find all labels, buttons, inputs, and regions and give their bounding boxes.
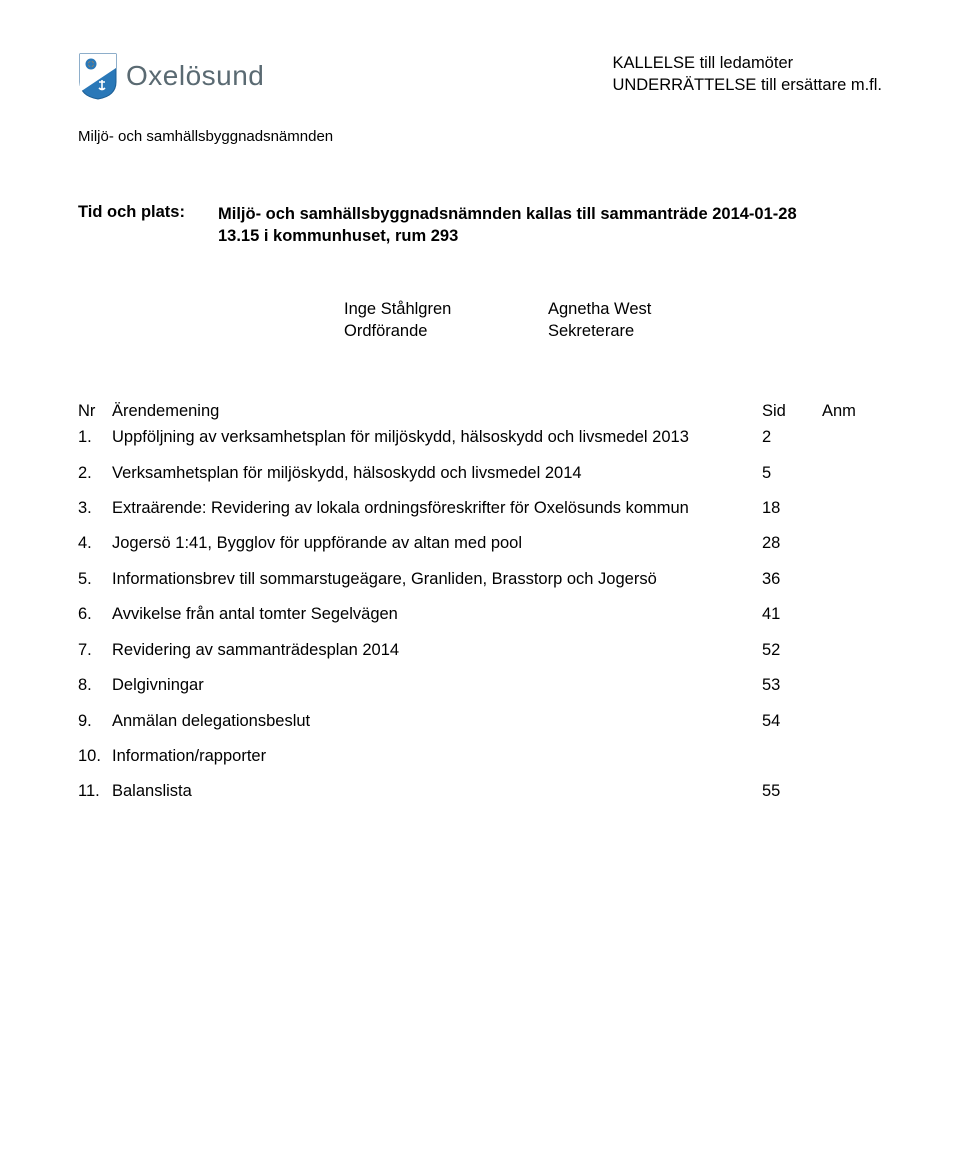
cell-sid: 54	[762, 711, 822, 732]
th-anm: Anm	[822, 402, 882, 421]
th-sid: Sid	[762, 402, 822, 421]
cell-nr: 11.	[78, 781, 112, 802]
signature-secretary: Agnetha West Sekreterare	[548, 298, 651, 343]
header: Oxelösund KALLELSE till ledamöter UNDERR…	[78, 52, 882, 100]
cell-sid: 52	[762, 640, 822, 661]
cell-nr: 3.	[78, 498, 112, 519]
table-row: 1.Uppföljning av verksamhetsplan för mil…	[78, 427, 882, 448]
cell-anm	[822, 463, 882, 484]
cell-title: Avvikelse från antal tomter Segelvägen	[112, 604, 762, 625]
table-row: 11.Balanslista55	[78, 781, 882, 802]
cell-title: Information/rapporter	[112, 746, 762, 767]
cell-title: Verksamhetsplan för miljöskydd, hälsosky…	[112, 463, 762, 484]
signature-block: Inge Ståhlgren Ordförande Agnetha West S…	[78, 298, 882, 343]
secretary-role: Sekreterare	[548, 320, 651, 342]
meeting-block: Tid och plats: Miljö- och samhällsbyggna…	[78, 203, 882, 248]
header-line-2: UNDERRÄTTELSE till ersättare m.fl.	[612, 74, 882, 96]
meeting-line-2: 13.15 i kommunhuset, rum 293	[218, 225, 882, 247]
cell-anm	[822, 604, 882, 625]
th-nr: Nr	[78, 402, 112, 421]
wordmark: Oxelösund	[126, 60, 264, 92]
shield-icon	[78, 52, 118, 100]
cell-sid: 2	[762, 427, 822, 448]
cell-anm	[822, 711, 882, 732]
cell-nr: 7.	[78, 640, 112, 661]
cell-sid	[762, 746, 822, 767]
cell-title: Delgivningar	[112, 675, 762, 696]
table-row: 6.Avvikelse från antal tomter Segelvägen…	[78, 604, 882, 625]
meeting-text: Miljö- och samhällsbyggnadsnämnden kalla…	[218, 203, 882, 248]
signature-chair: Inge Ståhlgren Ordförande	[344, 298, 548, 343]
cell-anm	[822, 533, 882, 554]
cell-nr: 9.	[78, 711, 112, 732]
cell-sid: 36	[762, 569, 822, 590]
cell-nr: 1.	[78, 427, 112, 448]
cell-sid: 5	[762, 463, 822, 484]
table-header-row: Nr Ärendemening Sid Anm	[78, 402, 882, 421]
cell-title: Balanslista	[112, 781, 762, 802]
cell-title: Extraärende: Revidering av lokala ordnin…	[112, 498, 762, 519]
cell-anm	[822, 746, 882, 767]
th-title: Ärendemening	[112, 402, 762, 421]
agenda-table: Nr Ärendemening Sid Anm 1.Uppföljning av…	[78, 402, 882, 803]
cell-anm	[822, 427, 882, 448]
cell-sid: 53	[762, 675, 822, 696]
cell-nr: 4.	[78, 533, 112, 554]
department: Miljö- och samhällsbyggnadsnämnden	[78, 128, 882, 145]
cell-nr: 10.	[78, 746, 112, 767]
table-row: 3.Extraärende: Revidering av lokala ordn…	[78, 498, 882, 519]
cell-nr: 6.	[78, 604, 112, 625]
cell-anm	[822, 569, 882, 590]
chair-name: Inge Ståhlgren	[344, 298, 548, 320]
chair-role: Ordförande	[344, 320, 548, 342]
cell-title: Revidering av sammanträdesplan 2014	[112, 640, 762, 661]
cell-anm	[822, 498, 882, 519]
table-row: 8.Delgivningar53	[78, 675, 882, 696]
table-row: 7.Revidering av sammanträdesplan 201452	[78, 640, 882, 661]
cell-title: Informationsbrev till sommarstugeägare, …	[112, 569, 762, 590]
header-line-1: KALLELSE till ledamöter	[612, 52, 882, 74]
table-row: 9.Anmälan delegationsbeslut54	[78, 711, 882, 732]
cell-nr: 2.	[78, 463, 112, 484]
cell-title: Anmälan delegationsbeslut	[112, 711, 762, 732]
cell-anm	[822, 781, 882, 802]
cell-nr: 5.	[78, 569, 112, 590]
logo: Oxelösund	[78, 52, 264, 100]
meeting-label: Tid och plats:	[78, 203, 218, 248]
cell-nr: 8.	[78, 675, 112, 696]
cell-sid: 55	[762, 781, 822, 802]
cell-sid: 18	[762, 498, 822, 519]
header-right: KALLELSE till ledamöter UNDERRÄTTELSE ti…	[612, 52, 882, 97]
cell-title: Uppföljning av verksamhetsplan för miljö…	[112, 427, 762, 448]
cell-title: Jogersö 1:41, Bygglov för uppförande av …	[112, 533, 762, 554]
cell-anm	[822, 640, 882, 661]
cell-sid: 28	[762, 533, 822, 554]
table-row: 2.Verksamhetsplan för miljöskydd, hälsos…	[78, 463, 882, 484]
secretary-name: Agnetha West	[548, 298, 651, 320]
meeting-line-1: Miljö- och samhällsbyggnadsnämnden kalla…	[218, 203, 882, 225]
table-row: 4.Jogersö 1:41, Bygglov för uppförande a…	[78, 533, 882, 554]
cell-sid: 41	[762, 604, 822, 625]
table-row: 10.Information/rapporter	[78, 746, 882, 767]
table-row: 5.Informationsbrev till sommarstugeägare…	[78, 569, 882, 590]
cell-anm	[822, 675, 882, 696]
table-body: 1.Uppföljning av verksamhetsplan för mil…	[78, 427, 882, 803]
